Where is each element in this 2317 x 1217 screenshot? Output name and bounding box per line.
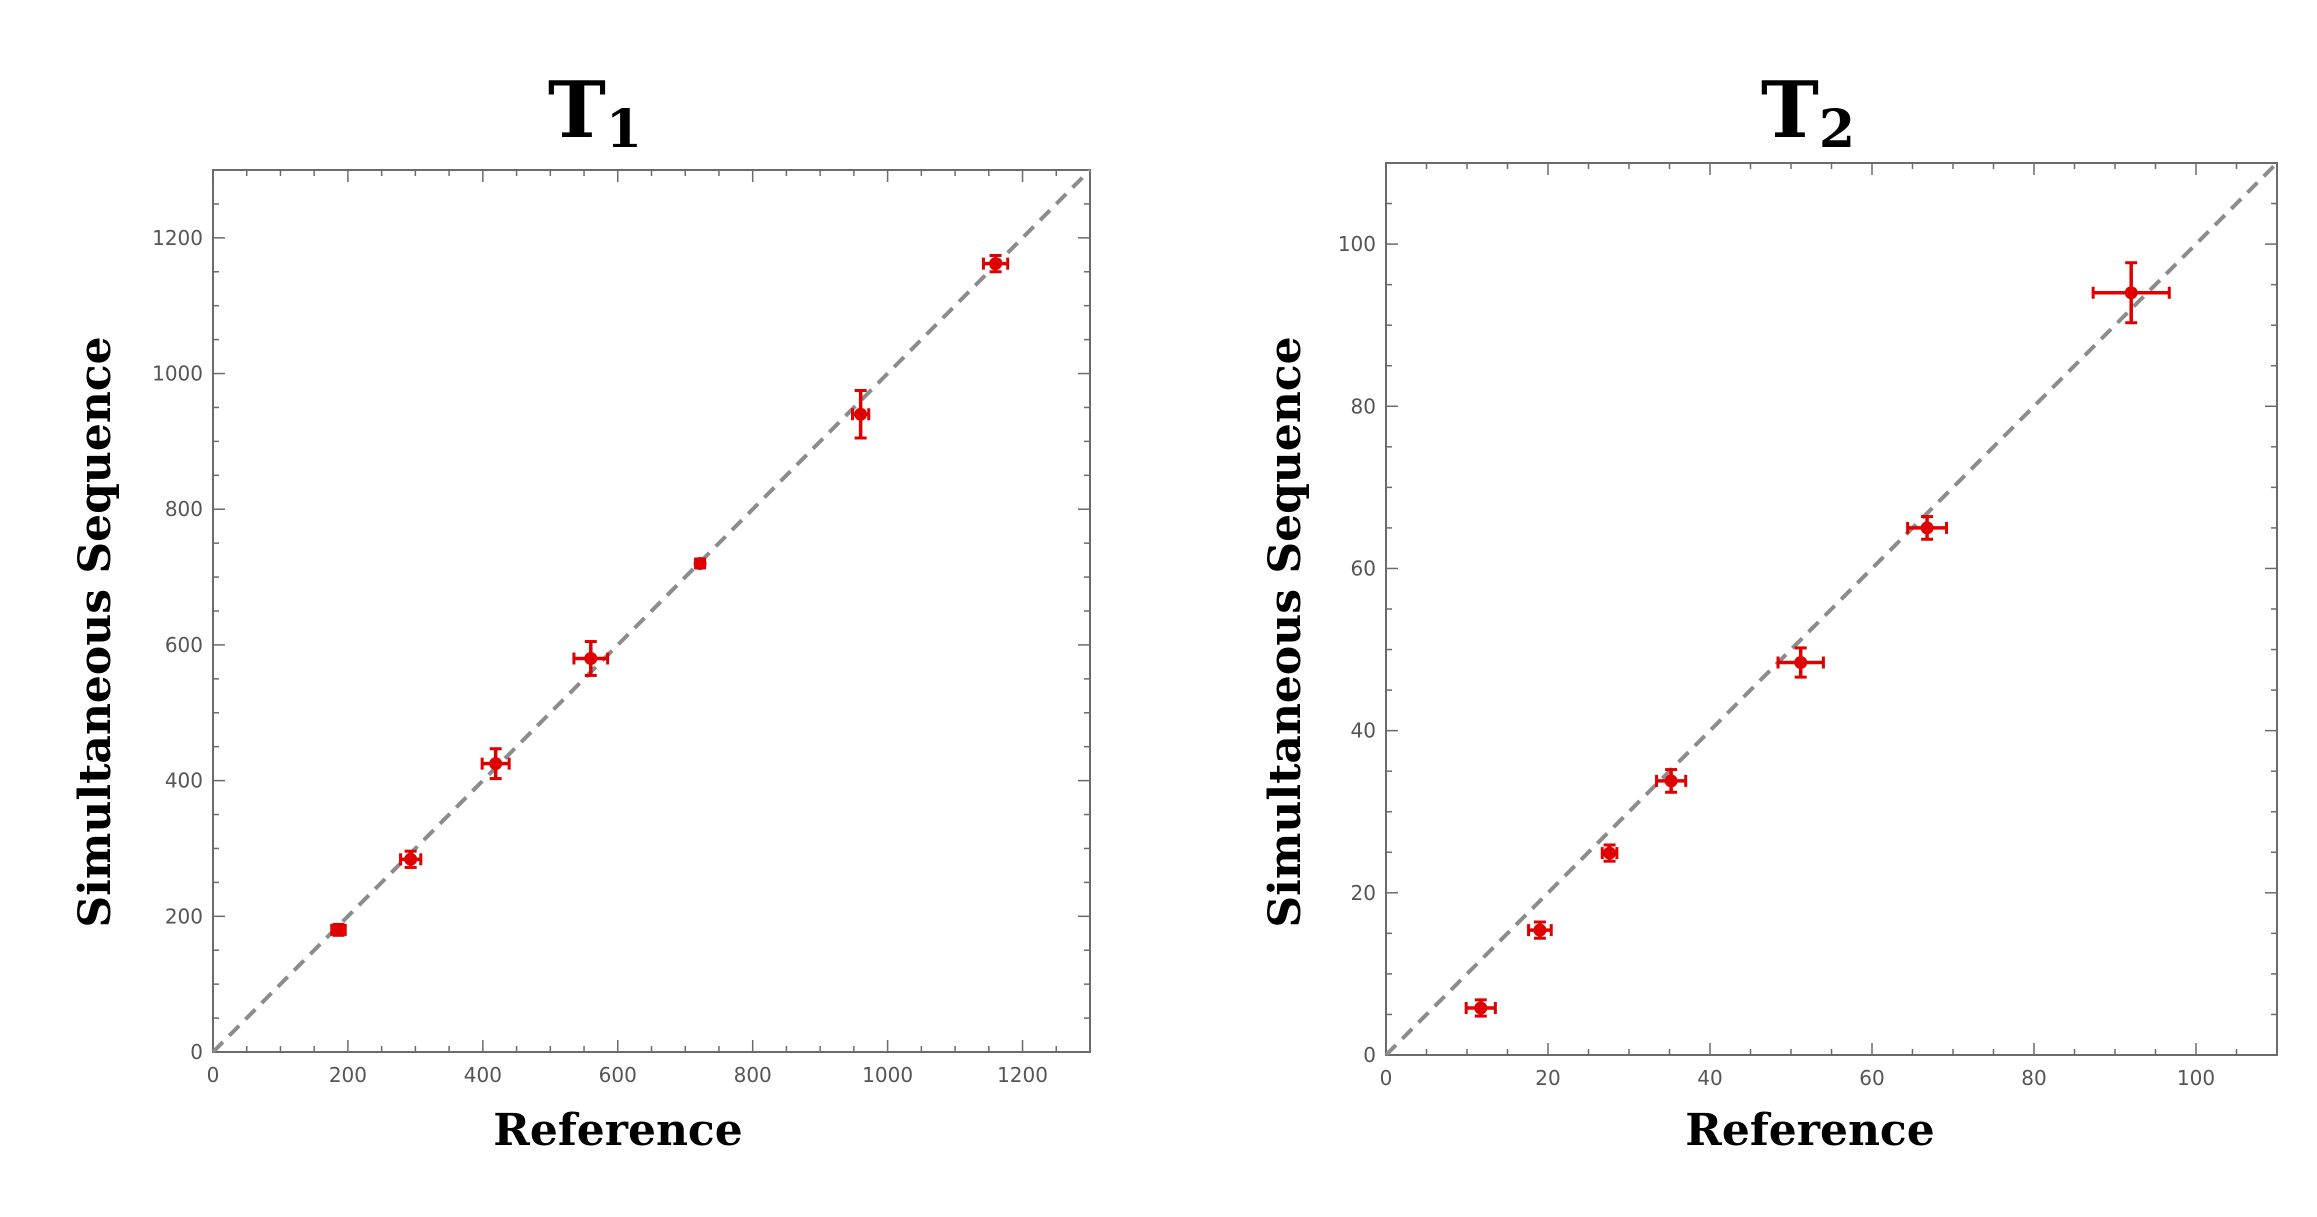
chart-t1-identity-line bbox=[211, 168, 1092, 1054]
chart-t1-x-tick-label: 200 bbox=[329, 1063, 367, 1087]
chart-t1-title-subscript: 1 bbox=[606, 99, 642, 160]
chart-t1-data-point bbox=[693, 557, 707, 571]
chart-t1-x-tick-label: 600 bbox=[599, 1063, 637, 1087]
chart-t1-y-tick-label: 800 bbox=[165, 497, 203, 521]
chart-t2-x-tick-label: 60 bbox=[1859, 1066, 1884, 1090]
chart-t2-ylabel: Simultaneous Sequence bbox=[1260, 336, 1311, 927]
chart-t1-x-tick-label: 400 bbox=[464, 1063, 502, 1087]
chart-t2-point-marker bbox=[1920, 521, 1934, 535]
chart-t2-data-point bbox=[1906, 515, 1949, 541]
chart-t2-y-tick-label: 0 bbox=[1363, 1043, 1376, 1067]
chart-t1-x-tick-label: 1200 bbox=[997, 1063, 1048, 1087]
chart-t1-y-tick-label: 0 bbox=[190, 1040, 203, 1064]
chart-t1-plot-area: 0 200 400 600 800 1000 1200 0 200 400 600 800 1000 12… bbox=[152, 168, 1092, 1087]
chart-t1-x-tick-label: 1000 bbox=[862, 1063, 913, 1087]
chart-t2-x-tick-label: 80 bbox=[2021, 1066, 2046, 1090]
chart-t1-data-point bbox=[851, 389, 871, 440]
chart-t1-point-marker bbox=[584, 651, 598, 665]
chart-t1-data-point bbox=[330, 922, 347, 937]
chart-t2-xlabel: Reference bbox=[1685, 1105, 1934, 1156]
chart-t2-data-point bbox=[1527, 920, 1553, 940]
chart-t1-x-tick-label: 800 bbox=[734, 1063, 772, 1087]
chart-t2-x-tick-label: 40 bbox=[1697, 1066, 1722, 1090]
chart-t1-point-marker bbox=[489, 757, 503, 771]
chart-t1: T1 0 200 400 600 800 1000 1200 0 200 400 600 800 100… bbox=[70, 65, 1092, 1156]
chart-t2-data-point bbox=[2091, 261, 2171, 325]
chart-t1-data-point bbox=[981, 253, 1010, 274]
chart-t1-y-tick-label: 200 bbox=[165, 904, 203, 928]
chart-t1-point-marker bbox=[693, 557, 707, 571]
chart-t2-title: T2 bbox=[1761, 65, 1855, 160]
chart-t1-y-tick-label: 400 bbox=[165, 769, 203, 793]
chart-t2-y-tick-label: 40 bbox=[1351, 719, 1376, 743]
chart-t2-point-marker bbox=[1474, 1001, 1488, 1015]
chart-t2: T2 0 20 40 60 80 100 0 20 40 60 80 100 Reference Si… bbox=[1260, 65, 2279, 1156]
chart-t1-point-marker bbox=[989, 257, 1003, 271]
chart-t2-y-tick-label: 100 bbox=[1338, 232, 1376, 256]
chart-t2-y-tick-label: 80 bbox=[1351, 394, 1376, 418]
chart-t2-point-marker bbox=[2124, 286, 2138, 300]
chart-t2-data-point bbox=[1655, 768, 1688, 794]
chart-t1-data-point bbox=[572, 640, 610, 677]
chart-t2-title-subscript: 2 bbox=[1819, 99, 1855, 160]
chart-t2-point-marker bbox=[1603, 846, 1617, 860]
chart-t1-y-tick-label: 1200 bbox=[152, 226, 203, 250]
chart-t2-x-tick-label: 100 bbox=[2177, 1066, 2215, 1090]
chart-t1-xlabel: Reference bbox=[493, 1105, 742, 1156]
chart-t2-point-marker bbox=[1794, 656, 1808, 670]
chart-t2-x-tick-label: 0 bbox=[1380, 1066, 1393, 1090]
chart-t2-plot-area: 0 20 40 60 80 100 0 20 40 60 80 100 bbox=[1338, 161, 2279, 1090]
chart-t2-title-main: T bbox=[1761, 65, 1819, 156]
chart-t1-data-point bbox=[480, 747, 511, 781]
chart-t2-x-tick-label: 20 bbox=[1535, 1066, 1560, 1090]
chart-t2-y-tick-label: 20 bbox=[1351, 881, 1376, 905]
chart-t1-ylabel: Simultaneous Sequence bbox=[70, 336, 121, 927]
chart-t2-data-point bbox=[1776, 646, 1825, 679]
chart-t1-x-tick-label: 0 bbox=[207, 1063, 220, 1087]
chart-t2-y-tick-label: 60 bbox=[1351, 556, 1376, 580]
chart-t1-point-marker bbox=[404, 852, 418, 866]
chart-t2-point-marker bbox=[1533, 923, 1547, 937]
chart-t1-title-main: T bbox=[548, 65, 606, 156]
chart-t1-y-tick-label: 1000 bbox=[152, 362, 203, 386]
chart-t1-point-marker bbox=[854, 407, 868, 421]
chart-t1-y-tick-label: 600 bbox=[165, 633, 203, 657]
chart-t1-data-point bbox=[399, 849, 423, 869]
chart-t2-data-point bbox=[1600, 843, 1619, 863]
chart-t2-point-marker bbox=[1664, 774, 1678, 788]
chart-t2-data-point bbox=[1464, 998, 1497, 1018]
chart-t1-point-marker bbox=[331, 923, 345, 937]
chart-t1-title: T1 bbox=[548, 65, 642, 160]
chart-t2-identity-line bbox=[1384, 161, 2279, 1057]
